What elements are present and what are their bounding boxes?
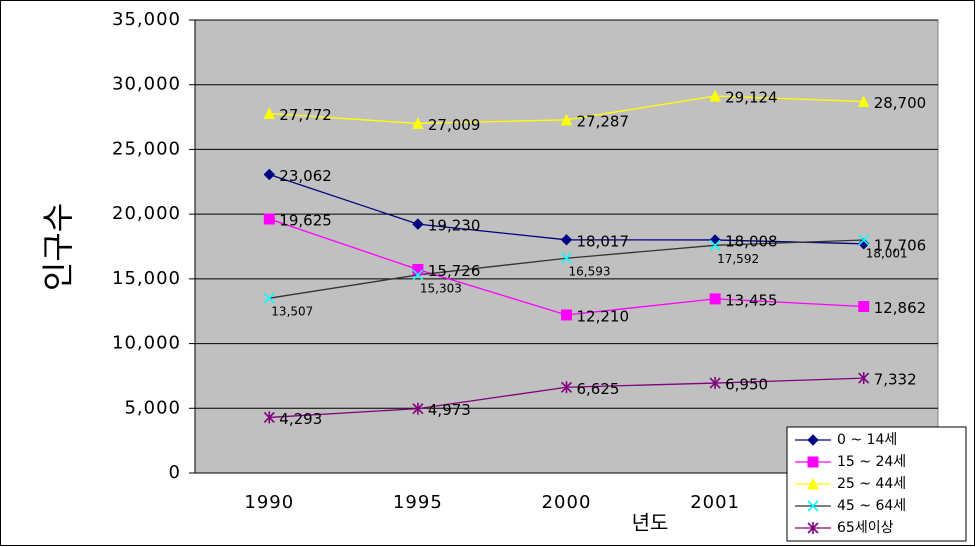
value-label: 27,287 [577,112,630,130]
value-label: 27,009 [428,116,481,134]
marker [560,381,573,394]
plot-area [194,19,939,474]
value-label: 23,062 [279,167,332,185]
legend-marker [807,522,819,534]
legend-marker [807,456,819,468]
value-label: 16,593 [569,265,611,279]
value-label: 6,625 [577,380,620,398]
marker [858,372,870,385]
value-label: 4,973 [428,401,471,419]
x-tick-label: 2000 [542,492,592,513]
legend-marker [807,500,819,512]
marker [858,234,870,246]
y-tick-label: 15,000 [112,268,181,289]
marker [560,113,573,126]
value-label: 27,772 [279,106,332,124]
x-tick-label: 1990 [244,492,294,513]
marker [561,309,572,321]
marker [709,89,721,102]
y-tick-label: 25,000 [112,138,181,159]
value-label: 29,124 [725,89,778,107]
value-label: 28,700 [874,94,927,112]
value-label: 4,293 [279,410,322,428]
value-label: 18,008 [725,232,778,250]
x-tick-label: 2001 [690,492,740,513]
marker [263,168,276,181]
marker [263,213,275,225]
y-tick-label: 35,000 [112,9,181,30]
y-tick-label: 30,000 [112,74,181,95]
marker [709,293,721,305]
legend-label: 45 ~ 64세 [837,498,906,514]
value-label: 7,332 [874,371,917,389]
value-label: 18,001 [866,247,908,261]
value-label: 13,455 [725,291,778,309]
marker [560,234,573,246]
y-tick-label: 10,000 [112,333,181,354]
marker [263,107,276,120]
marker [560,252,573,264]
value-label: 15,726 [428,262,481,280]
value-label: 6,950 [725,376,768,394]
legend-marker [807,477,819,490]
marker [263,411,275,424]
marker [857,238,870,250]
marker [412,263,424,275]
y-tick-label: 20,000 [112,203,181,224]
marker [857,95,870,108]
marker [709,239,721,251]
legend-label: 15 ~ 24세 [837,454,906,470]
y-tick-label: 0 [169,462,181,483]
marker [263,292,275,304]
marker [709,377,721,390]
value-label: 15,303 [420,281,462,295]
legend-label: 65세이상 [837,520,894,536]
value-label: 13,507 [271,305,313,319]
marker [858,301,870,313]
value-label: 17,706 [874,236,927,254]
x-axis-title: 년도 [632,511,669,535]
legend-label: 25 ~ 44세 [837,476,906,492]
x-tick-label: 1995 [393,492,443,513]
legend-label: 0 ~ 14세 [837,432,897,448]
value-label: 19,230 [428,217,481,235]
value-label: 12,862 [874,299,927,317]
value-label: 19,625 [279,211,332,229]
marker [412,402,424,415]
value-label: 18,017 [577,232,630,250]
marker [412,117,424,129]
value-label: 12,210 [577,307,630,325]
marker [412,269,424,281]
y-tick-label: 5,000 [124,397,181,418]
y-axis-title: 인구수 [39,203,77,291]
legend-marker [807,434,819,446]
value-label: 17,592 [717,252,759,266]
marker [412,218,424,230]
